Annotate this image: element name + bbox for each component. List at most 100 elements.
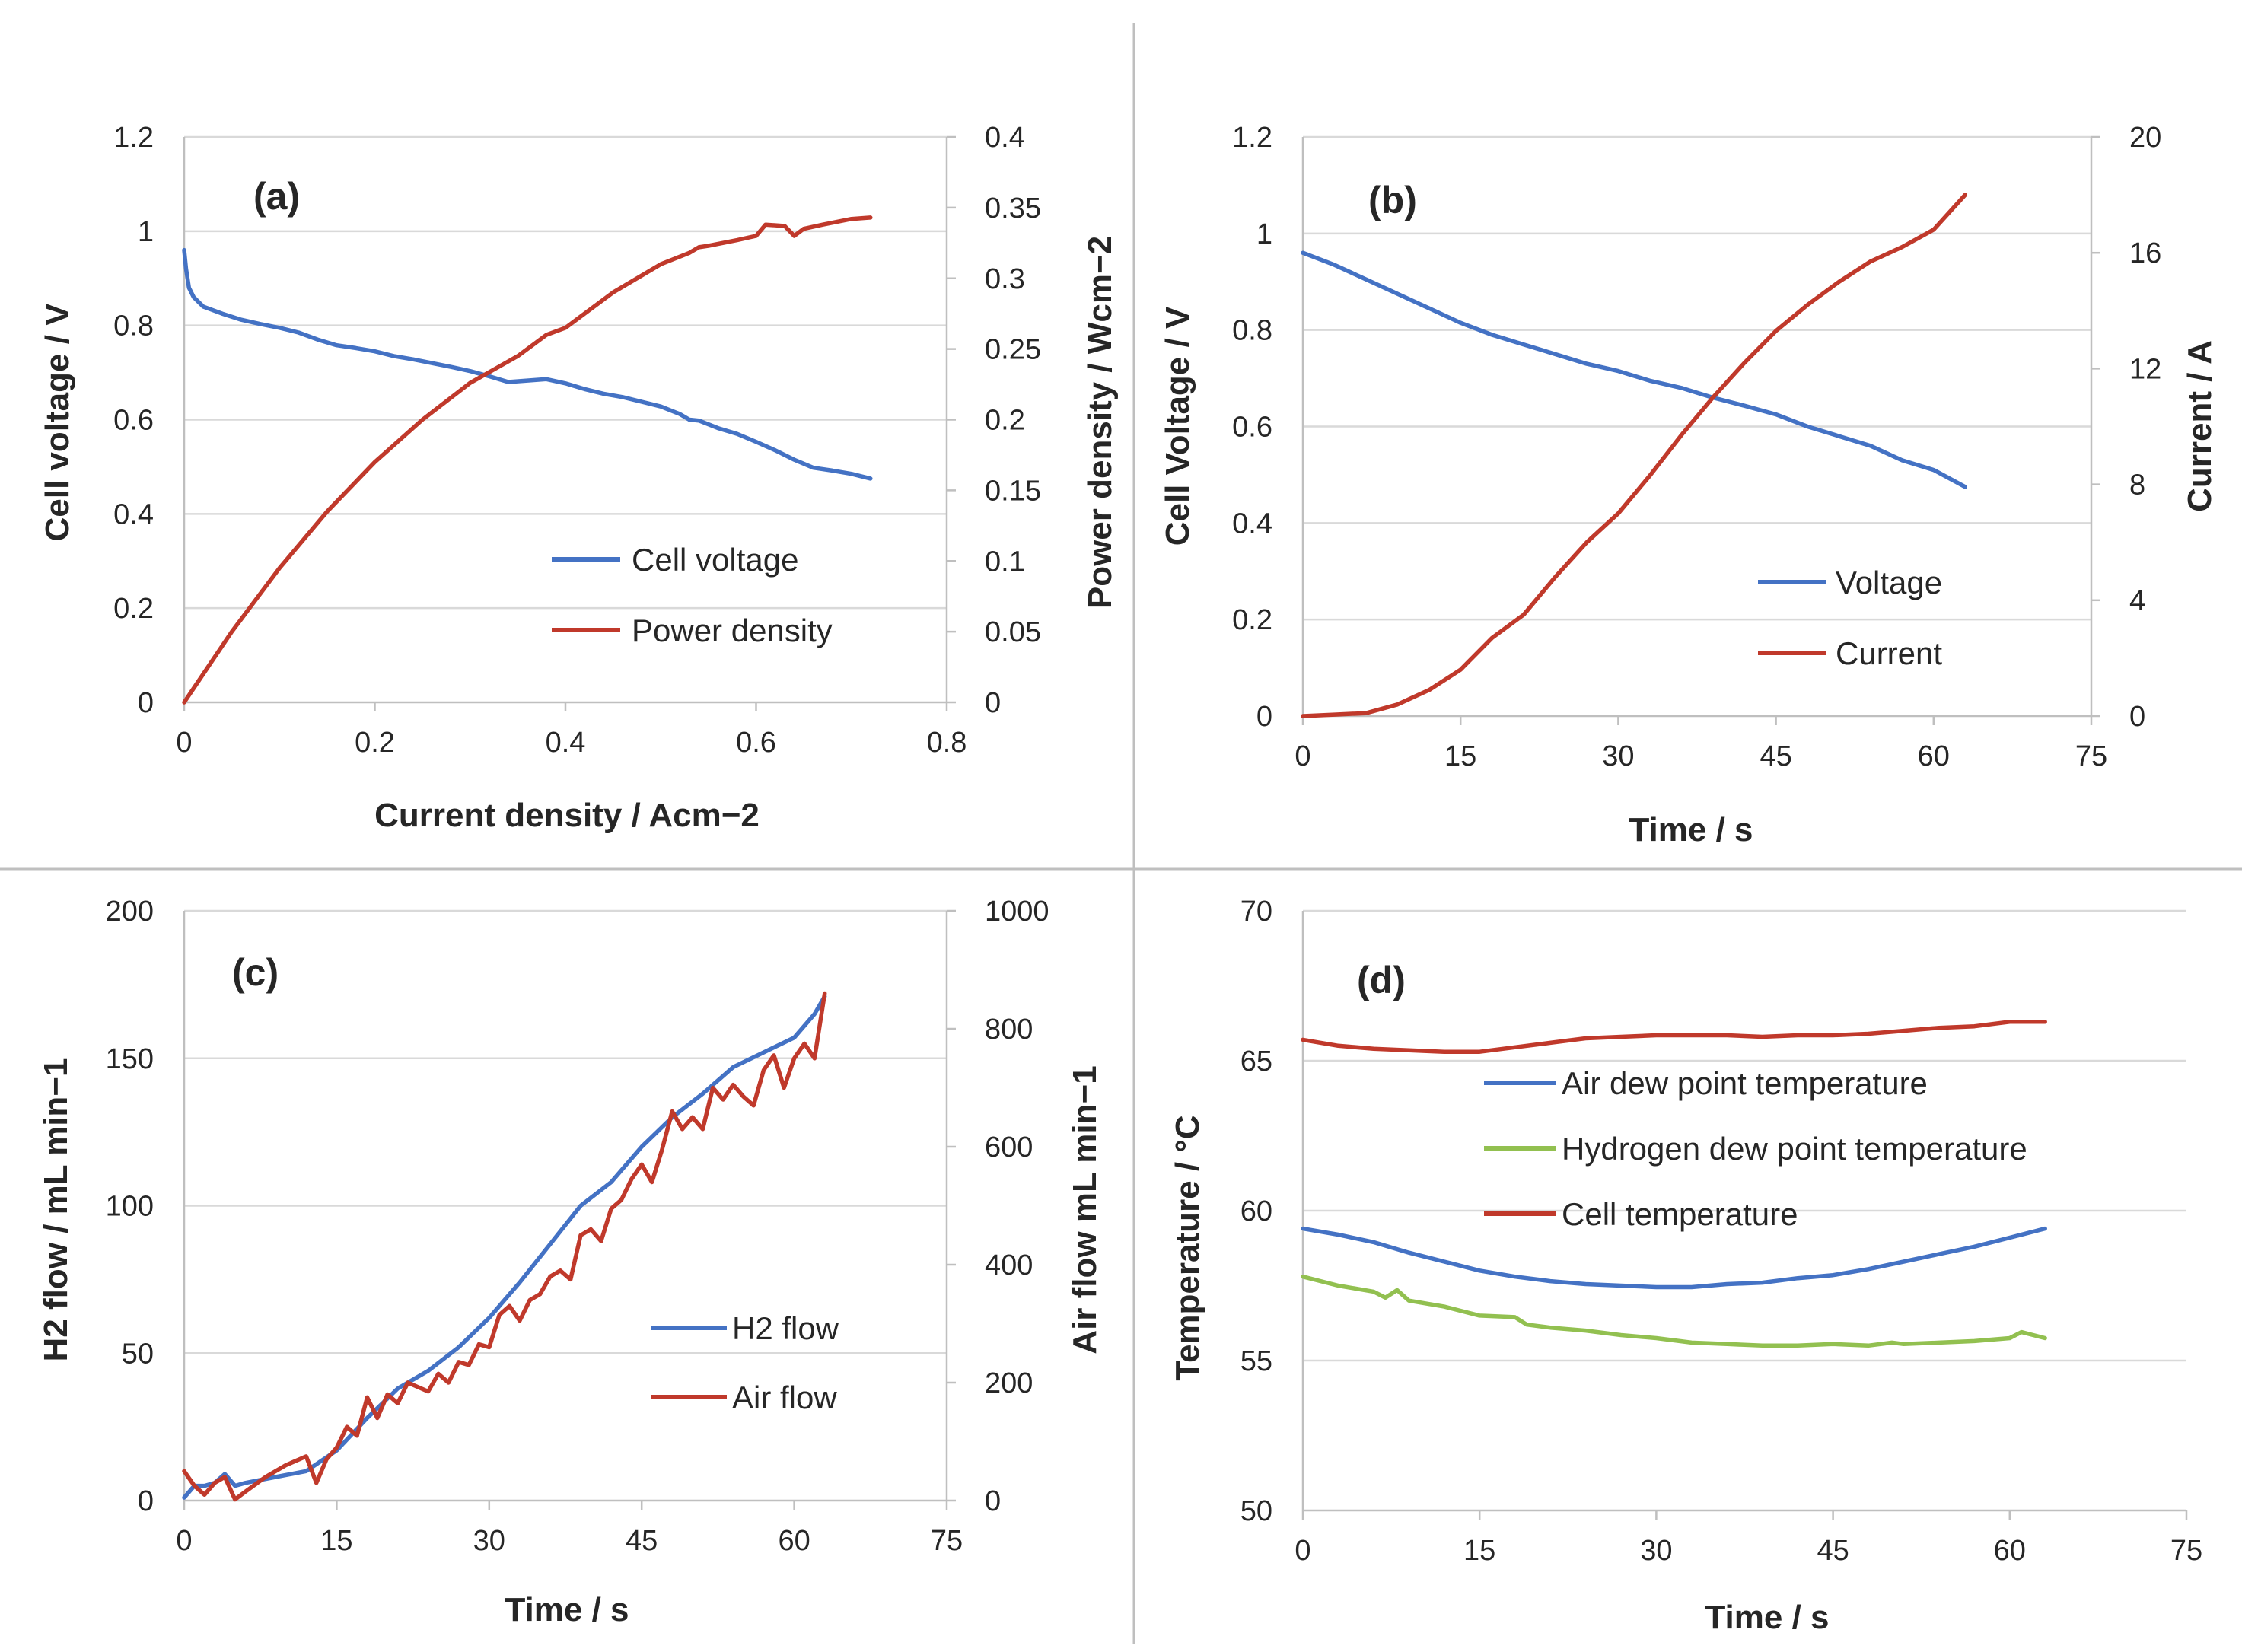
panel-a-y2tick-label: 0.25 <box>985 334 1041 366</box>
panel-b-ytick-label: 1.2 <box>1232 122 1272 154</box>
panel-c-xtick-label: 60 <box>778 1525 810 1557</box>
panel-a-ytick-label: 1.2 <box>113 122 154 154</box>
panel-a-xtick-label: 0.8 <box>927 727 967 759</box>
panel-c-ytick-label: 0 <box>138 1485 154 1517</box>
panel-a-y2tick-label: 0.3 <box>985 263 1025 295</box>
panel-b-label: (b) <box>1368 179 1417 221</box>
panel-d-xtick-label: 15 <box>1463 1535 1495 1567</box>
panel-b-y2tick-label: 16 <box>2129 237 2161 269</box>
panel-a-y2tick-label: 0.2 <box>985 405 1025 437</box>
panel-b: 0 0.2 0.4 0.6 0.8 1 1.2 0 4 8 12 16 20 0 15 30 45 60 75 (b… <box>1159 122 2218 848</box>
panel-a-y2tick-label: 0.4 <box>985 122 1025 154</box>
panel-c-xtick-label: 30 <box>473 1525 505 1557</box>
panel-d-series-hydrogen-dew-point-temperature <box>1301 1274 2047 1348</box>
panel-d-legend-hydrogen-dew: Hydrogen dew point temperature <box>1562 1131 2027 1167</box>
panel-c-series-air-flow <box>182 991 827 1502</box>
panel-a-xtick-label: 0.6 <box>736 727 776 759</box>
panel-c-y2tick-label: 400 <box>985 1249 1033 1281</box>
panel-b-y2label: Current / A <box>2181 340 2218 512</box>
panel-a-series-power-density <box>182 215 873 705</box>
panel-d-xtick-label: 0 <box>1295 1535 1310 1567</box>
panel-b-xtick-label: 15 <box>1444 740 1476 772</box>
panel-a-y2tick-label: 0.05 <box>985 616 1041 648</box>
panel-b-series-voltage <box>1301 250 1967 489</box>
panel-a-legend-cell-voltage: Cell voltage <box>632 542 798 578</box>
panel-a-ytick-label: 0 <box>138 687 154 719</box>
panel-b-y2tick-label: 20 <box>2129 122 2161 154</box>
panel-b-legend: Voltage Current <box>1758 565 1942 671</box>
panel-d-xlabel: Time / s <box>1705 1599 1829 1636</box>
panel-b-y2tick-label: 8 <box>2129 469 2145 501</box>
panel-b-ytick-label: 0.4 <box>1232 508 1272 540</box>
panel-d-ytick-label: 70 <box>1240 896 1272 928</box>
panel-b-xtick-label: 60 <box>1918 740 1950 772</box>
panel-a-ytick-label: 1 <box>138 216 154 248</box>
panel-a-series-cell-voltage <box>182 247 873 481</box>
panel-b-ytick-label: 0.6 <box>1232 412 1272 444</box>
panel-b-xtick-label: 75 <box>2075 740 2107 772</box>
panel-c-xlabel: Time / s <box>505 1591 629 1628</box>
panel-a-ytick-label: 0.8 <box>113 310 154 342</box>
panel-b-xtick-label: 30 <box>1602 740 1634 772</box>
panel-d-ylabel: Temperature / °C <box>1169 1115 1206 1380</box>
panel-b-xlabel: Time / s <box>1629 811 1753 848</box>
panel-d: 50 55 60 65 70 0 15 30 45 60 75 (d) Time / s Tempe… <box>1169 896 2202 1636</box>
panel-a-xtick-label: 0.4 <box>546 727 586 759</box>
panel-a-ylabel: Cell voltage / V <box>39 303 76 542</box>
panel-b-ytick-label: 0 <box>1256 701 1272 733</box>
panel-b-ytick-label: 0.8 <box>1232 315 1272 347</box>
panel-b-ytick-label: 1 <box>1256 218 1272 250</box>
panel-a-xtick-label: 0.2 <box>355 727 395 759</box>
panel-a-label: (a) <box>253 175 300 218</box>
panel-c-y2tick-label: 600 <box>985 1132 1033 1163</box>
panel-d-series-air-dew-point-temperature <box>1301 1226 2047 1290</box>
panel-a-y2tick-label: 0.1 <box>985 546 1025 578</box>
panel-b-ylabel: Cell Voltage / V <box>1159 306 1196 546</box>
panel-b-y2tick-label: 12 <box>2129 353 2161 385</box>
panel-a-ytick-label: 0.4 <box>113 498 154 530</box>
panel-a-y2tick-label: 0.15 <box>985 475 1041 507</box>
panel-a-xtick-label: 0 <box>176 727 192 759</box>
panel-d-xtick-label: 75 <box>2170 1535 2202 1567</box>
panel-c-ytick-label: 150 <box>106 1043 154 1075</box>
panel-c-xtick-label: 75 <box>931 1525 963 1557</box>
panel-c-xtick-label: 0 <box>176 1525 192 1557</box>
panel-b-y2tick-label: 0 <box>2129 701 2145 733</box>
panel-b-xtick-label: 45 <box>1760 740 1791 772</box>
panel-d-xtick-label: 45 <box>1817 1535 1849 1567</box>
panel-c-xtick-label: 15 <box>320 1525 352 1557</box>
panel-c-ytick-label: 200 <box>106 896 154 928</box>
panel-d-legend-cell-temp: Cell temperature <box>1562 1196 1798 1232</box>
panel-c: 0 50 100 150 200 0 200 400 600 800 1000 0 15 30 45 60 75… <box>37 896 1103 1628</box>
panel-a-xlabel: Current density / Acm−2 <box>374 797 760 834</box>
panel-b-legend-voltage: Voltage <box>1836 565 1942 600</box>
panel-c-legend-h2-flow: H2 flow <box>732 1310 839 1346</box>
panel-c-y2tick-label: 0 <box>985 1485 1001 1517</box>
panel-c-legend: H2 flow Air flow <box>651 1310 839 1415</box>
panel-a-y2tick-label: 0.35 <box>985 193 1041 224</box>
panel-c-ylabel: H2 flow / mL min−1 <box>37 1058 75 1362</box>
panel-d-ytick-label: 65 <box>1240 1046 1272 1077</box>
panel-a-ytick-label: 0.6 <box>113 405 154 437</box>
panel-d-ytick-label: 60 <box>1240 1195 1272 1227</box>
panel-c-y2tick-label: 1000 <box>985 896 1049 928</box>
panel-a-legend-power-density: Power density <box>632 613 833 648</box>
panel-d-label: (d) <box>1357 959 1406 1001</box>
panel-a: 0 0.2 0.4 0.6 0.8 1 1.2 0 0.05 0.1 0.15 0.2 0.25 0.3 0… <box>39 122 1119 834</box>
panel-c-label: (c) <box>232 951 279 994</box>
panel-c-ytick-label: 100 <box>106 1191 154 1223</box>
panel-c-y2tick-label: 800 <box>985 1014 1033 1046</box>
panel-c-xtick-label: 45 <box>626 1525 658 1557</box>
panel-b-series-current <box>1301 193 1967 718</box>
panel-a-y2tick-label: 0 <box>985 687 1001 719</box>
panel-c-y2label: Air flow mL min−1 <box>1066 1065 1103 1354</box>
panel-a-legend: Cell voltage Power density <box>552 542 833 648</box>
panel-c-ytick-label: 50 <box>122 1338 154 1370</box>
panel-d-ytick-label: 50 <box>1240 1495 1272 1527</box>
panel-b-legend-current: Current <box>1836 635 1942 671</box>
panel-a-y2label: Power density / Wcm−2 <box>1081 236 1119 609</box>
panel-d-xtick-label: 30 <box>1640 1535 1672 1567</box>
panel-d-xtick-label: 60 <box>1994 1535 2026 1567</box>
panel-b-xtick-label: 0 <box>1295 740 1310 772</box>
